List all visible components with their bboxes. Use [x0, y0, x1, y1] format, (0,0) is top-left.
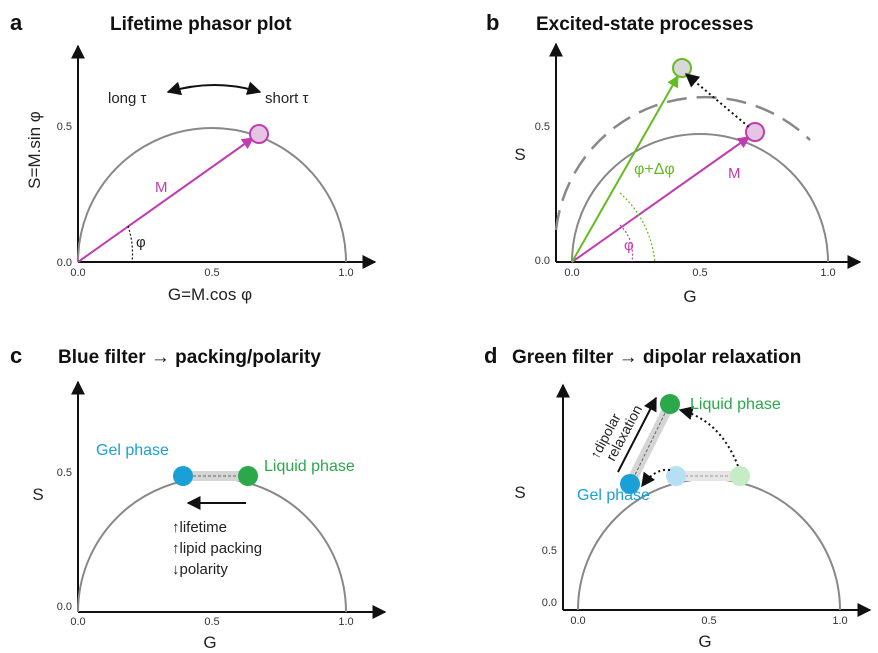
panel-a-ylabel: S=M.sin φ: [25, 111, 44, 189]
panel-b-shift-label: φ+Δφ: [634, 161, 675, 178]
panel-b-ylabel: S: [514, 145, 525, 164]
panel-d-ytick-0: 0.0: [542, 597, 557, 609]
panel-b-xtick-1: 0.5: [692, 267, 707, 279]
panel-d-xtick-1: 0.5: [701, 615, 716, 627]
panel-b: b Excited-state processes 0.0 0.5 1.0 0.…: [486, 10, 862, 306]
panel-a-long-label: long τ: [108, 90, 147, 107]
panel-c-label: c: [10, 343, 22, 368]
panel-b-xlabel: G: [683, 287, 696, 306]
panel-b-xtick-2: 1.0: [820, 267, 835, 279]
panel-d-relax-arrow: [617, 396, 657, 473]
panel-b-phasor-point: [745, 122, 765, 142]
panel-d-liquid-label: Liquid phase: [690, 396, 781, 413]
panel-c-title: Blue filter → packing/polarity: [58, 347, 321, 368]
panel-a-xlabel: G=M.cos φ: [168, 285, 252, 304]
panel-d-liquid-blue-point: [730, 466, 750, 486]
panel-c-xtick-2: 1.0: [338, 616, 353, 628]
panel-c-liquid-label: Liquid phase: [264, 458, 355, 475]
panel-d-xtick-2: 1.0: [832, 615, 847, 627]
panel-b-shifted-point: [672, 58, 692, 78]
panel-c: c Blue filter → packing/polarity 0.0 0.5…: [10, 343, 387, 652]
panel-c-ytick-0: 0.0: [57, 601, 72, 613]
panel-c-liquid-point: [238, 466, 258, 486]
panel-d-gel-label: Gel phase: [577, 487, 650, 504]
panel-a-xtick-0: 0.0: [70, 267, 85, 279]
panel-a-angle-arc: [127, 225, 134, 263]
panel-a: a Lifetime phasor plot 0.0 0.5 1.0 0.0 0…: [10, 10, 377, 304]
panel-b-ytick-0: 0.0: [535, 255, 550, 267]
panel-b-shift-arrow: [684, 73, 751, 129]
panel-c-xtick-1: 0.5: [204, 616, 219, 628]
panel-a-ytick-1: 0.5: [57, 121, 72, 133]
panel-d-relax-line: [632, 408, 668, 480]
panel-d-xtick-0: 0.0: [570, 615, 585, 627]
panel-a-phasor-vector: [77, 137, 254, 263]
panel-b-shifted-vector: [571, 74, 679, 263]
panel-d-xlabel: G: [698, 632, 711, 651]
panel-d-liquid-shift-arrow: [678, 406, 739, 467]
panel-b-xtick-0: 0.0: [564, 267, 579, 279]
panel-d-liquid-point: [660, 394, 680, 414]
panel-b-angle-arc: [619, 224, 634, 263]
panel-c-gel-point: [173, 466, 193, 486]
panel-c-note-2: ↑lipid packing: [172, 540, 262, 557]
panel-a-universal-circle: [77, 127, 347, 263]
panel-a-phasor-point: [249, 124, 269, 144]
panel-d-label: d: [484, 343, 497, 368]
panel-c-ylabel: S: [32, 485, 43, 504]
panel-d-relax-band: [625, 401, 675, 487]
panel-a-label: a: [10, 10, 23, 35]
panel-c-xlabel: G: [203, 633, 216, 652]
panel-c-ytick-1: 0.5: [57, 467, 72, 479]
panel-d-title: Green filter → dipolar relaxation: [512, 347, 801, 368]
panel-a-lifetime-arrow: [166, 81, 262, 96]
panel-d-gel-blue-point: [666, 466, 686, 486]
panel-c-xtick-0: 0.0: [70, 616, 85, 628]
panel-a-short-label: short τ: [265, 90, 309, 107]
panel-b-universal-circle: [571, 133, 829, 263]
panel-b-vector-label: M: [728, 165, 741, 182]
panel-b-shifted-circle: [554, 95, 811, 231]
panel-d-ylabel: S: [514, 483, 525, 502]
panel-a-xtick-1: 0.5: [204, 267, 219, 279]
panel-a-title: Lifetime phasor plot: [110, 14, 292, 35]
panel-b-angle-label: φ: [624, 237, 634, 254]
panel-a-vector-label: M: [155, 179, 168, 196]
panel-b-ytick-1: 0.5: [535, 121, 550, 133]
panel-b-label: b: [486, 10, 499, 35]
panel-d-gel-point: [620, 474, 640, 494]
panel-b-phasor-vector: [571, 136, 750, 263]
panel-a-xtick-2: 1.0: [338, 267, 353, 279]
panel-d: d Green filter → dipolar relaxation 0.0 …: [484, 343, 872, 651]
panel-a-angle-label: φ: [136, 234, 146, 251]
panel-a-ytick-0: 0.0: [57, 257, 72, 269]
panel-d-gel-shift-arrow: [641, 468, 671, 488]
panel-d-ytick-1: 0.5: [542, 545, 557, 557]
panel-c-note-3: ↓polarity: [172, 561, 228, 578]
panel-c-note-1: ↑lifetime: [172, 519, 227, 536]
panel-c-gel-label: Gel phase: [96, 442, 169, 459]
panel-b-title: Excited-state processes: [536, 14, 754, 35]
